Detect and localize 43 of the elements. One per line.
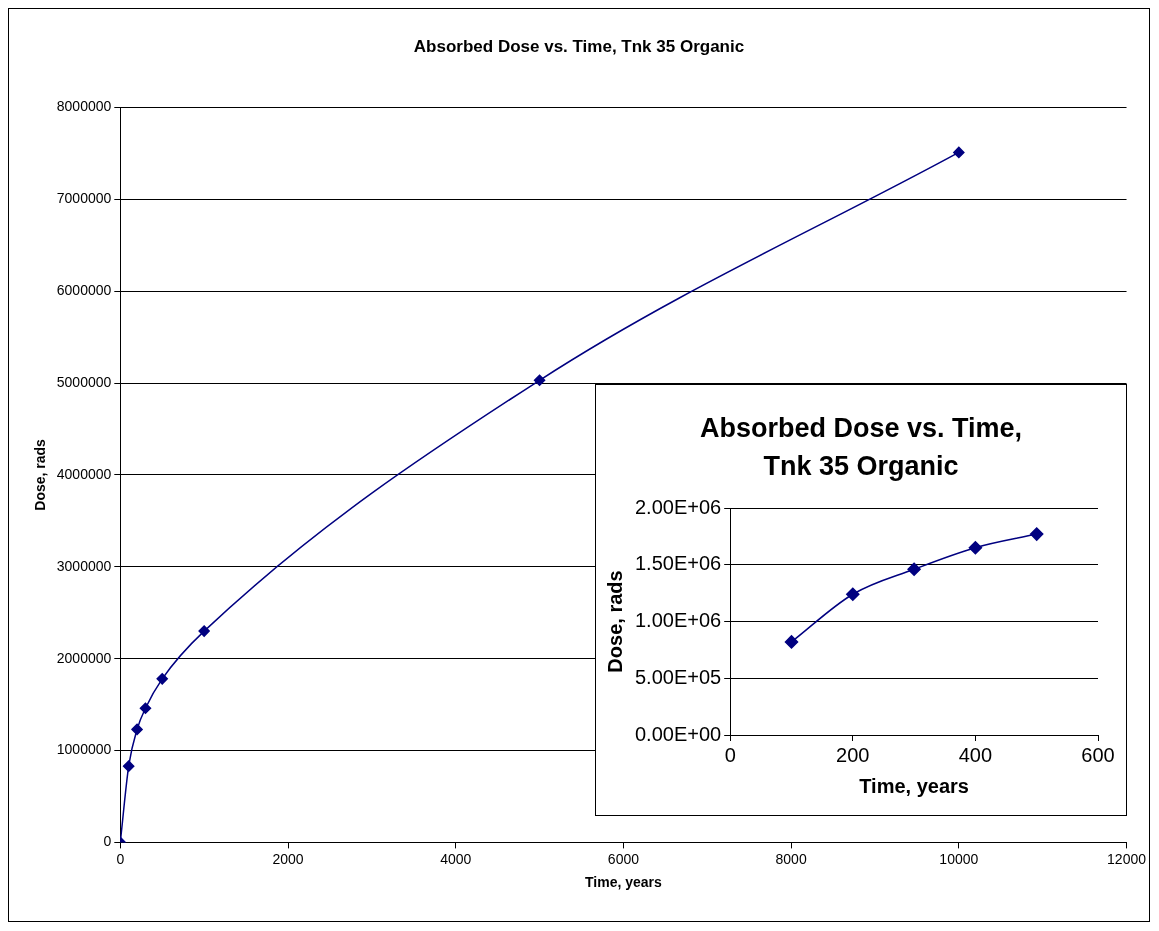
point (907, 562, 921, 577)
x-tick-label: 400 (958, 743, 993, 766)
x-tick-label: 10000 (939, 850, 979, 867)
y-tick-label: 7000000 (56, 190, 112, 207)
x-tick-label: 200 (836, 743, 870, 766)
x-axis-title: Time, years (859, 774, 969, 797)
y-axis-title: Dose, rads (32, 438, 49, 511)
x-tick-label: 0 (116, 850, 125, 867)
y-tick-label: 6000000 (56, 282, 112, 299)
x-tick-label: 2000 (272, 850, 304, 867)
y-tick-label: 5.00E+05 (634, 665, 722, 688)
point (784, 635, 799, 649)
point (953, 146, 965, 159)
y-tick-label: 1000000 (56, 741, 112, 758)
point (533, 374, 546, 387)
point (131, 723, 143, 736)
x-tick-label: 0 (724, 743, 736, 766)
point (1029, 527, 1044, 541)
point (156, 673, 168, 685)
y-tick-label: 2.00E+06 (634, 495, 722, 518)
x-tick-label: 6000 (607, 850, 640, 867)
x-tick-label: 4000 (440, 850, 472, 867)
y-tick-label: 0.00E+00 (634, 722, 722, 745)
y-tick-label: 1.50E+06 (634, 552, 722, 575)
x-axis-title: Time, years (585, 874, 663, 891)
x-tick-label: 8000 (775, 850, 807, 867)
x-tick-label: 12000 (1107, 850, 1147, 867)
point (846, 587, 860, 602)
y-tick-label: 3000000 (56, 557, 112, 574)
y-tick-label: 5000000 (56, 373, 112, 390)
chart-title: Absorbed Dose vs. Time, Tnk 35 Organic (413, 36, 745, 56)
y-tick-label: 2000000 (56, 649, 112, 666)
chart-title: Absorbed Dose vs. Time, Tnk 35 Organic (698, 412, 1024, 483)
y-tick-label: 8000000 (56, 98, 112, 115)
point (122, 760, 135, 772)
x-tick-label: 600 (1081, 743, 1115, 766)
point (198, 625, 210, 637)
y-tick-label: 0 (103, 833, 112, 850)
y-tick-label: 1.00E+06 (634, 609, 722, 632)
y-axis-title: Dose, rads (603, 570, 626, 673)
y-tick-label: 4000000 (56, 465, 112, 482)
point (968, 540, 983, 555)
point (139, 702, 152, 715)
